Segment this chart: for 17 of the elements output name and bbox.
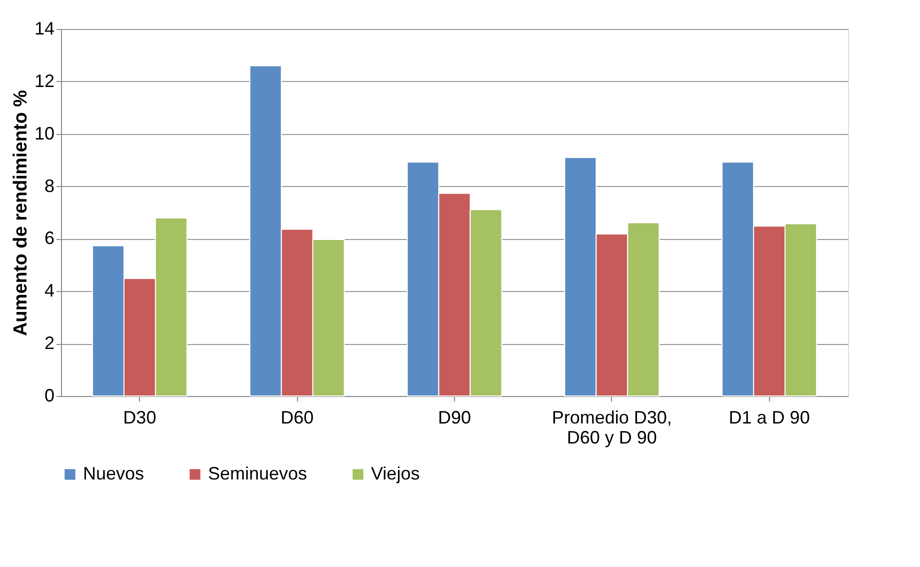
y-tick-label: 4 (44, 280, 54, 301)
legend-label: Seminuevos (208, 463, 308, 484)
y-axis-title: Aumento de rendimiento % (10, 90, 32, 336)
y-tick-label: 0 (44, 386, 54, 406)
x-tick-label: Promedio D30, D60 y D 90 (552, 408, 672, 448)
y-tick-label: 2 (44, 333, 54, 354)
legend-label: Nuevos (83, 463, 144, 484)
y-tick-label: 12 (34, 70, 54, 91)
y-tick-label: 8 (44, 176, 54, 196)
legend-label: Viejos (371, 463, 420, 484)
y-tick-label: 6 (44, 228, 54, 248)
y-tick-label: 10 (34, 123, 54, 144)
y-tick-label: 14 (34, 18, 54, 38)
x-tick-label: D90 (438, 408, 472, 428)
x-tick-label: D60 (280, 408, 314, 428)
x-tick-label: D1 a D 90 (728, 408, 810, 428)
x-tick-label: D30 (123, 408, 156, 428)
